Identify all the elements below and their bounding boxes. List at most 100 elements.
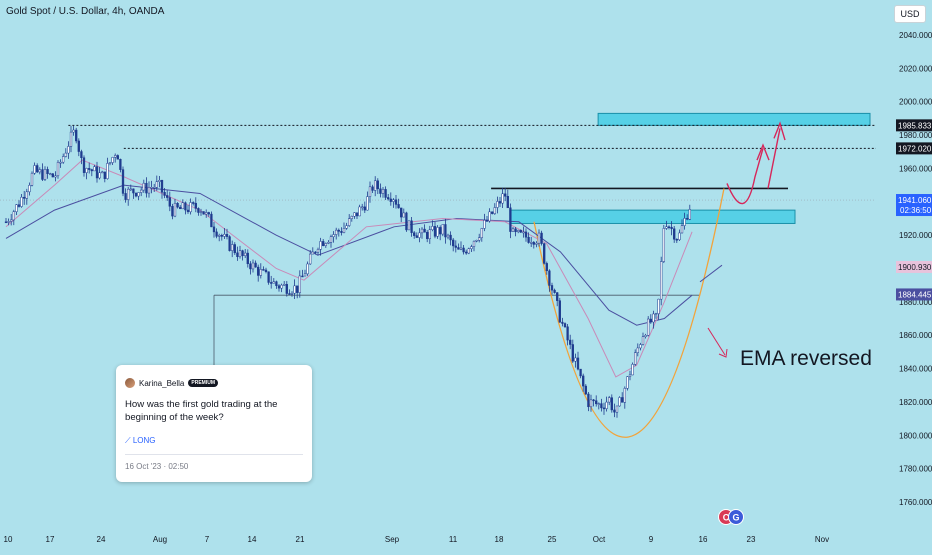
y-tick-label: 1960.000 xyxy=(899,164,932,173)
tradingview-logo-icon[interactable]: C G xyxy=(718,508,744,531)
ema-reversed-annotation: EMA reversed xyxy=(740,347,872,370)
candle xyxy=(272,281,275,284)
candle xyxy=(207,212,210,215)
x-tick-label: Sep xyxy=(385,535,400,544)
candle xyxy=(254,262,257,268)
candle xyxy=(23,196,26,199)
y-tick-label: 1860.000 xyxy=(899,331,932,340)
author-name[interactable]: Karina_Bella xyxy=(139,378,185,388)
candle xyxy=(428,229,431,240)
candle xyxy=(64,152,67,157)
fast-ema-line xyxy=(5,159,693,378)
x-tick-label: 25 xyxy=(548,535,557,544)
candle xyxy=(483,220,486,229)
candle xyxy=(192,202,195,204)
candle xyxy=(423,228,426,233)
candle xyxy=(374,180,377,191)
price-label-badge xyxy=(896,142,932,155)
x-tick-label: 21 xyxy=(296,535,305,544)
candle xyxy=(140,189,143,193)
candle xyxy=(558,300,561,323)
candle xyxy=(530,242,533,244)
candle xyxy=(488,211,491,222)
candle xyxy=(623,388,626,403)
candle xyxy=(337,229,340,232)
arrow-head xyxy=(718,348,728,358)
candle xyxy=(449,234,452,241)
candle xyxy=(511,228,515,232)
candle xyxy=(46,169,49,174)
candle xyxy=(582,375,585,387)
symbol-title[interactable]: Gold Spot / U.S. Dollar, 4h, OANDA xyxy=(6,6,165,17)
candle xyxy=(236,252,239,257)
candle xyxy=(485,220,489,222)
candle xyxy=(553,289,556,293)
candle xyxy=(605,401,608,409)
candle xyxy=(431,226,434,231)
projection-arrow xyxy=(767,128,781,189)
candle xyxy=(147,187,151,194)
candle xyxy=(496,201,499,208)
candle xyxy=(246,252,249,265)
candle xyxy=(376,180,379,190)
divider xyxy=(125,454,303,455)
candle xyxy=(280,284,283,289)
candle xyxy=(103,171,106,179)
candle xyxy=(501,193,504,204)
candle xyxy=(111,157,114,163)
candle xyxy=(309,253,312,265)
candle xyxy=(189,202,192,213)
candle xyxy=(683,218,686,226)
candle xyxy=(418,232,421,238)
candle xyxy=(145,182,148,194)
x-tick-label: Nov xyxy=(815,535,829,544)
idea-title[interactable]: How was the first gold trading at the be… xyxy=(125,399,278,423)
projection-arrow xyxy=(726,148,764,205)
candle xyxy=(478,237,481,241)
candle xyxy=(20,196,23,207)
candle xyxy=(199,211,203,213)
candle xyxy=(493,207,496,214)
x-tick-label: 7 xyxy=(205,535,210,544)
x-tick-label: 14 xyxy=(248,535,257,544)
candle xyxy=(452,239,455,247)
candle xyxy=(176,203,179,208)
idea-card[interactable]: Karina_Bella PREMIUM How was the first g… xyxy=(116,365,312,482)
currency-button[interactable]: USD xyxy=(894,5,926,23)
y-tick-label: 2040.000 xyxy=(899,31,932,40)
candle xyxy=(116,155,119,160)
candle xyxy=(124,193,127,200)
candle xyxy=(303,273,307,277)
price-label: 1941.060 xyxy=(898,196,932,205)
candle xyxy=(426,232,429,240)
candle xyxy=(519,230,522,233)
candle xyxy=(75,129,78,142)
candle xyxy=(298,275,301,293)
candle xyxy=(173,203,177,217)
candle xyxy=(168,197,171,207)
candle xyxy=(446,234,450,238)
candle xyxy=(51,173,54,178)
candle xyxy=(93,166,96,172)
candle xyxy=(634,352,637,365)
candle xyxy=(114,155,117,158)
candle xyxy=(283,284,286,286)
candle xyxy=(142,182,145,191)
avatar[interactable] xyxy=(125,378,135,388)
candle xyxy=(595,400,598,405)
ema-extension xyxy=(699,264,723,283)
candle xyxy=(602,407,606,410)
y-tick-label: 1800.000 xyxy=(899,431,932,440)
candle xyxy=(106,163,109,179)
candle xyxy=(410,220,413,233)
idea-date: 16 Oct '23 · 02:50 xyxy=(125,462,189,471)
author-row[interactable]: Karina_Bella PREMIUM xyxy=(125,378,218,388)
long-tag[interactable]: ⟋ LONG xyxy=(125,436,156,445)
candle xyxy=(43,169,47,180)
candle xyxy=(80,151,83,158)
x-tick-label: 17 xyxy=(46,535,55,544)
candle xyxy=(41,169,44,180)
candle xyxy=(509,207,512,232)
